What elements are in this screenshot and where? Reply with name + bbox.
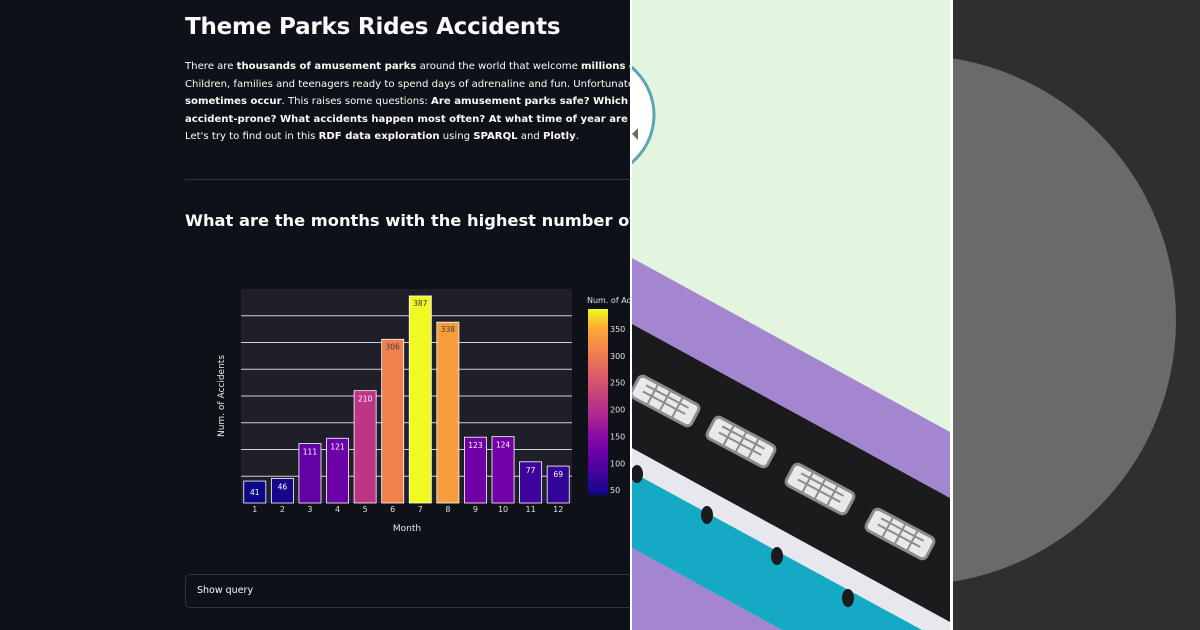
x-tick-label: 9 <box>473 505 478 514</box>
right-decorative-panel <box>953 0 1200 630</box>
coaster-car <box>705 415 777 469</box>
bar-month-11[interactable] <box>519 461 543 504</box>
bar-month-6[interactable] <box>381 338 405 504</box>
intro-line: There are thousands of amusement parks a… <box>185 58 630 76</box>
bar-data-label: 306 <box>386 342 401 351</box>
divider <box>185 179 630 180</box>
intro-text: There are <box>185 61 237 72</box>
intro-text: . This raises some questions: <box>281 96 432 108</box>
x-tick-label: 2 <box>280 505 285 514</box>
x-tick-label: 5 <box>363 505 368 514</box>
rail-bolt <box>632 465 643 483</box>
intro-bold-text: thousands of amusement parks <box>236 61 417 72</box>
purple-stripe-lower <box>632 548 782 630</box>
bar-data-label: 121 <box>330 442 345 451</box>
x-tick-label: 7 <box>418 505 423 514</box>
expander-label: Show query <box>197 585 254 596</box>
bar-data-label: 387 <box>413 299 428 308</box>
rail-bolts <box>632 465 854 607</box>
show-query-expander[interactable]: Show query <box>185 574 630 608</box>
coaster-car <box>784 462 856 516</box>
x-axis-title: Month <box>393 524 421 534</box>
intro-line: Let's try to find out in this RDF data e… <box>185 128 630 146</box>
x-tick-label: 10 <box>498 505 508 514</box>
intro-text: Children, families and teenagers ready t… <box>185 78 630 90</box>
purple-stripe-upper <box>632 258 950 498</box>
bar-data-label: 338 <box>441 325 456 334</box>
colorbar-tick-label: 100 <box>610 459 625 468</box>
colorbar-tick-label: 50 <box>610 486 620 495</box>
intro-bold-text: sometimes occur <box>185 96 282 108</box>
ride-badge <box>632 65 656 165</box>
bar-month-7[interactable] <box>408 295 432 504</box>
intro-bold-text: RDF data exploration <box>318 131 440 143</box>
bar-data-label: 41 <box>250 488 260 497</box>
rail-bolt <box>771 547 783 565</box>
intro-bold-text: accident-prone? What accidents happen mo… <box>185 113 630 125</box>
colorbar-ticks: 50 100 150 200 250 300 350 <box>610 325 625 495</box>
colorbar-tick-label: 200 <box>610 406 625 415</box>
bar-data-label: 124 <box>496 441 511 450</box>
colorbar-tick-label: 300 <box>610 352 625 361</box>
x-axis-ticks: 1 2 3 4 5 6 7 8 9 10 11 12 <box>252 505 563 514</box>
bar-month-10[interactable] <box>491 436 515 504</box>
bar-month-3[interactable] <box>298 443 322 504</box>
streamlit-app-panel: Theme Parks Rides Accidents There are th… <box>0 0 630 630</box>
bars: 41 46 111 121 210 306 387 338 123 124 77 69 <box>243 295 570 504</box>
coaster-car <box>632 374 701 428</box>
bar-month-5[interactable] <box>353 390 377 504</box>
intro-bold-text: SPARQL <box>473 131 518 143</box>
bar-month-8[interactable] <box>436 321 460 504</box>
intro-text: Let's try to find out in this <box>185 131 319 143</box>
intro-line: sometimes occur. This raises some questi… <box>185 93 630 111</box>
x-tick-label: 1 <box>252 505 257 514</box>
bar-month-9[interactable] <box>464 436 487 504</box>
bar-data-label: 77 <box>526 466 536 475</box>
colorbar <box>588 309 608 495</box>
bar-data-label: 210 <box>358 395 373 404</box>
intro-paragraph: There are thousands of amusement parks a… <box>185 58 630 146</box>
bar-data-label: 46 <box>278 482 288 491</box>
decorative-circle <box>953 58 1176 582</box>
colorbar-title: Num. of Ac <box>587 296 630 305</box>
y-axis-title: Num. of Accidents <box>217 355 227 437</box>
rail-bolt <box>701 506 713 524</box>
track-rail <box>632 448 950 630</box>
colorbar-tick-label: 250 <box>610 379 625 388</box>
intro-bold-text: Are amusement parks safe? Which rides ar… <box>431 96 630 108</box>
x-tick-label: 11 <box>526 505 536 514</box>
bar-data-label: 123 <box>468 441 483 450</box>
x-tick-label: 4 <box>335 505 340 514</box>
colorbar-tick-label: 150 <box>610 432 625 441</box>
bar-month-1[interactable] <box>243 480 267 504</box>
bar-month-2[interactable] <box>270 477 294 504</box>
intro-text: . <box>575 131 579 143</box>
intro-bold-text: Plotly <box>543 131 576 143</box>
coaster-car <box>864 507 936 561</box>
intro-text: around the world that welcome <box>416 61 582 72</box>
colorbar-tick-label: 350 <box>610 325 625 334</box>
roller-coaster-illustration <box>632 0 950 630</box>
x-tick-label: 6 <box>390 505 395 514</box>
intro-bold-text: millions of visitors <box>581 61 630 72</box>
bar-data-label: 69 <box>553 470 563 479</box>
x-tick-label: 3 <box>307 505 312 514</box>
x-tick-label: 12 <box>553 505 563 514</box>
bar-month-4[interactable] <box>326 437 349 504</box>
bar-month-12[interactable] <box>546 465 570 504</box>
rail-bolt <box>842 589 854 607</box>
panel-separator <box>950 0 954 630</box>
intro-line: accident-prone? What accidents happen mo… <box>185 111 630 129</box>
intro-text: using <box>439 131 474 143</box>
bar-data-label: 111 <box>303 448 318 457</box>
page-title: Theme Parks Rides Accidents <box>185 14 561 40</box>
grid-lines <box>241 315 572 477</box>
x-tick-label: 8 <box>445 505 450 514</box>
intro-text: and <box>517 131 544 143</box>
intro-line: Children, families and teenagers ready t… <box>185 76 630 94</box>
coaster-cars <box>632 374 936 561</box>
section-heading: What are the months with the highest num… <box>185 211 630 230</box>
